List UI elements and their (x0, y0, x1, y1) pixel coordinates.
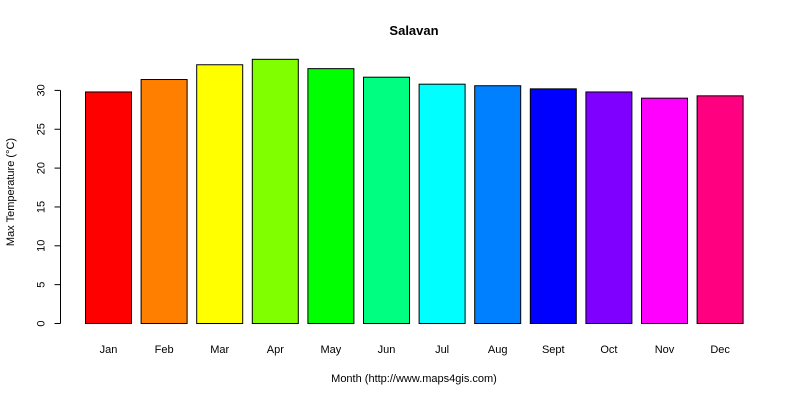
bar-dec (696, 95, 744, 324)
x-axis-label: Month (http://www.maps4gis.com) (331, 373, 497, 385)
x-tick-label: Jul (435, 344, 449, 356)
y-tick-label: 0 (36, 320, 48, 326)
bar-oct (585, 91, 633, 325)
bar-may (307, 68, 355, 324)
y-tick-label: 15 (36, 201, 48, 213)
bar-aug (474, 85, 522, 324)
chart-title: Salavan (389, 23, 438, 38)
y-tick-label: 20 (36, 162, 48, 174)
x-tick-label: Mar (210, 344, 229, 356)
bar-jan (85, 91, 132, 325)
x-tick-labels: Jan Feb Mar Apr May Jun Jul Aug Sept Oct Nov Dec (100, 344, 731, 356)
bar-sept (529, 88, 577, 325)
x-tick-label: Jan (100, 344, 118, 356)
y-tick-label: 10 (36, 240, 48, 252)
y-tick-label: 25 (36, 123, 48, 135)
x-tick-label: Feb (155, 344, 174, 356)
y-tick-label: 30 (36, 84, 48, 96)
bar-mar (196, 64, 244, 324)
x-tick-label: Apr (267, 344, 284, 356)
bar-jul (418, 83, 466, 324)
bar-jun (363, 76, 410, 325)
bar-apr (251, 58, 299, 324)
x-tick-label: May (321, 344, 342, 356)
bars (85, 58, 744, 325)
y-axis: 0 5 10 15 20 25 30 (36, 84, 61, 327)
y-axis-label: Max Temperature (°C) (5, 138, 17, 246)
x-tick-label: Oct (600, 344, 617, 356)
x-tick-label: Sept (542, 344, 565, 356)
x-tick-label: Jun (378, 344, 396, 356)
x-tick-label: Aug (488, 344, 508, 356)
x-tick-label: Nov (655, 344, 675, 356)
bar-nov (641, 97, 688, 324)
y-tick-label: 5 (36, 282, 48, 288)
x-tick-label: Dec (710, 344, 730, 356)
bar-feb (140, 79, 188, 324)
